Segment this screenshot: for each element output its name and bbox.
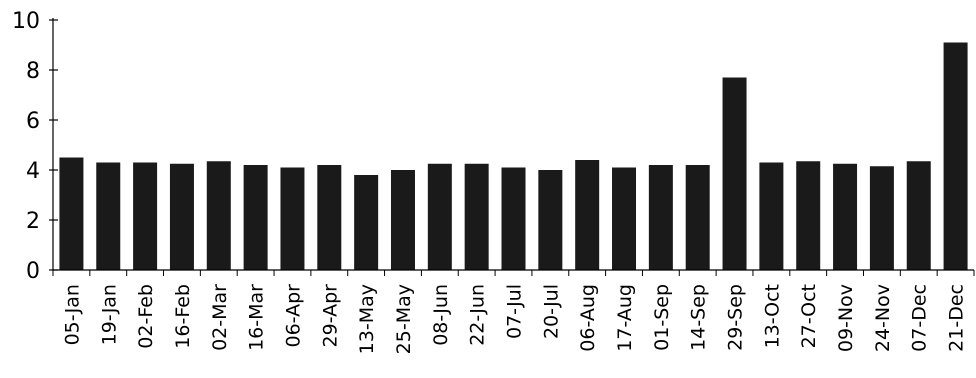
bar <box>501 167 526 270</box>
bar <box>280 167 305 270</box>
bars <box>59 42 968 270</box>
x-tick-label: 22-Jun <box>467 284 489 346</box>
x-tick-label: 21-Dec <box>946 284 968 352</box>
bar <box>59 157 84 270</box>
bar <box>169 163 194 270</box>
x-tick-label: 24-Nov <box>872 284 894 352</box>
bar <box>648 165 673 270</box>
x-tick-label: 07-Dec <box>909 284 931 352</box>
x-tick-label: 02-Mar <box>209 284 231 351</box>
bar <box>317 165 342 270</box>
x-tick-label: 07-Jul <box>504 284 526 339</box>
x-tick-label: 14-Sep <box>688 284 710 351</box>
x-tick-label: 19-Jan <box>98 284 120 345</box>
bar <box>575 160 600 270</box>
bar <box>390 170 415 270</box>
bar <box>612 167 637 270</box>
y-axis: 0 2 4 6 8 10 <box>12 9 58 284</box>
x-tick-label: 27-Oct <box>798 284 820 348</box>
bar <box>354 175 379 270</box>
bar <box>243 165 268 270</box>
x-tick-label: 16-Mar <box>246 284 268 351</box>
y-tick-label: 8 <box>26 59 40 84</box>
bar <box>759 162 784 270</box>
bar <box>943 42 968 270</box>
bar <box>538 170 563 270</box>
x-tick-label: 29-Sep <box>725 284 747 351</box>
bar <box>869 166 894 270</box>
x-tick-label: 25-May <box>393 284 415 354</box>
x-tick-label: 29-Apr <box>319 284 341 348</box>
bar <box>796 161 821 270</box>
bar <box>206 161 231 270</box>
x-tick-label: 02-Feb <box>135 284 157 349</box>
y-tick-label: 10 <box>12 9 40 34</box>
x-tick-label: 01-Sep <box>651 284 673 351</box>
bar <box>833 163 858 270</box>
x-tick-label: 17-Aug <box>614 284 636 352</box>
bar <box>133 162 158 270</box>
bar <box>722 77 747 270</box>
y-tick-label: 4 <box>26 159 40 184</box>
bar <box>906 161 931 270</box>
bar <box>685 165 710 270</box>
bar <box>464 163 489 270</box>
x-tick-label: 13-Oct <box>761 284 783 348</box>
x-tick-label: 16-Feb <box>172 284 194 349</box>
y-tick-label: 0 <box>26 259 40 284</box>
x-tick-label: 06-Aug <box>577 284 599 352</box>
y-tick-label: 6 <box>26 109 40 134</box>
bar <box>427 163 452 270</box>
x-tick-label: 13-May <box>356 284 378 354</box>
y-tick-label: 2 <box>26 209 40 234</box>
x-axis: 05-Jan 19-Jan 02-Feb 16-Feb 02-Mar 16-Mar 06-A… <box>52 269 975 354</box>
x-tick-label: 09-Nov <box>835 284 857 352</box>
x-tick-label: 06-Apr <box>282 284 304 348</box>
x-tick-label: 08-Jun <box>430 284 452 346</box>
bar <box>96 162 121 270</box>
x-tick-label: 20-Jul <box>540 284 562 339</box>
x-tick-label: 05-Jan <box>61 284 83 345</box>
